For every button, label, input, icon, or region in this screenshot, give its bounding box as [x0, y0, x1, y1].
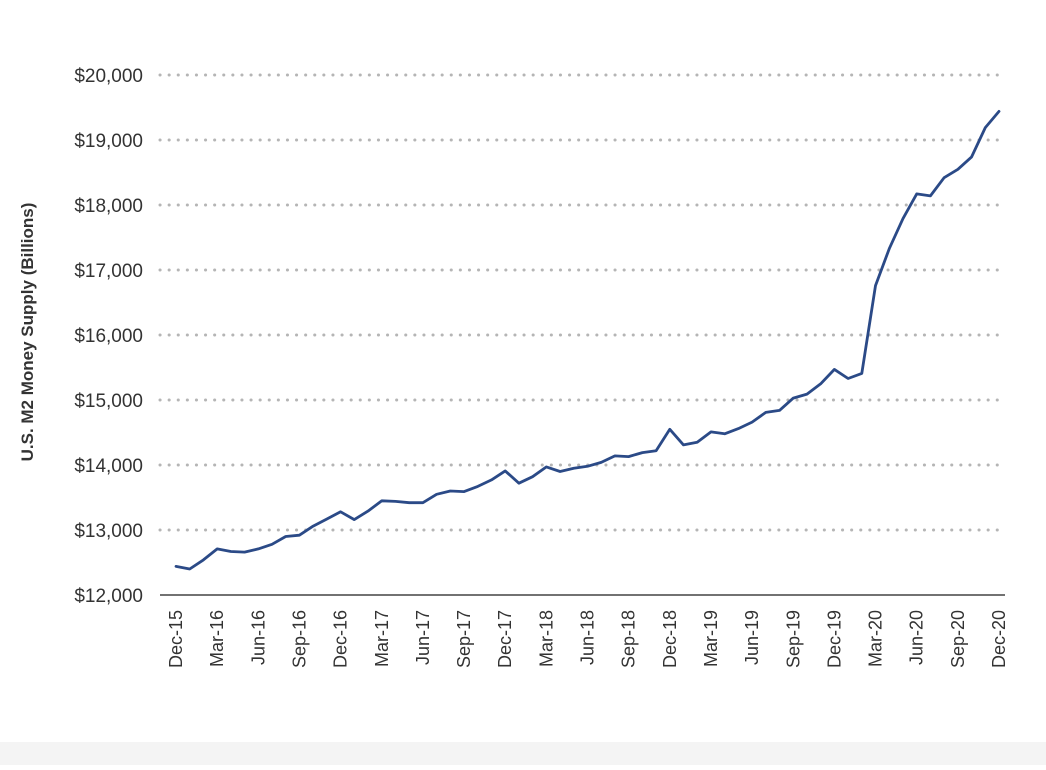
x-tick-label: Jun-18 — [578, 610, 598, 665]
m2-series-line — [174, 110, 1001, 571]
x-tick-label: Mar-17 — [372, 610, 392, 667]
x-tick-label: Dec-17 — [495, 610, 515, 668]
x-tick-label: Sep-19 — [783, 610, 803, 668]
x-tick-label: Sep-17 — [454, 610, 474, 668]
y-tick-label: $20,000 — [74, 66, 143, 87]
y-tick-label: $18,000 — [74, 196, 143, 217]
x-tick-label: Jun-17 — [413, 610, 433, 665]
y-tick-label: $17,000 — [74, 261, 143, 282]
footer-band — [0, 742, 1046, 765]
y-tick-label: $15,000 — [74, 391, 143, 412]
x-tick-label: Jun-19 — [742, 610, 762, 665]
x-tick-label: Mar-20 — [866, 610, 886, 667]
x-tick-label: Dec-15 — [166, 610, 186, 668]
y-tick-label: $16,000 — [74, 326, 143, 347]
x-tick-label: Dec-16 — [331, 610, 351, 668]
x-tick-label: Mar-18 — [536, 610, 556, 667]
x-tick-label: Mar-19 — [701, 610, 721, 667]
x-tick-label: Sep-20 — [948, 610, 968, 668]
x-tick-label: Sep-18 — [619, 610, 639, 668]
x-tick-label: Jun-16 — [248, 610, 268, 665]
y-tick-label: $12,000 — [74, 586, 143, 607]
x-tick-label: Dec-20 — [989, 610, 1009, 668]
y-tick-label: $13,000 — [74, 521, 143, 542]
x-tick-label: Sep-16 — [289, 610, 309, 668]
x-tick-label: Dec-18 — [660, 610, 680, 668]
y-tick-label: $19,000 — [74, 131, 143, 152]
y-tick-label: $14,000 — [74, 456, 143, 477]
x-tick-label: Dec-19 — [824, 610, 844, 668]
x-tick-label: Jun-20 — [907, 610, 927, 665]
y-axis-title: U.S. M2 Money Supply (Billions) — [18, 203, 37, 462]
x-tick-label: Mar-16 — [207, 610, 227, 667]
